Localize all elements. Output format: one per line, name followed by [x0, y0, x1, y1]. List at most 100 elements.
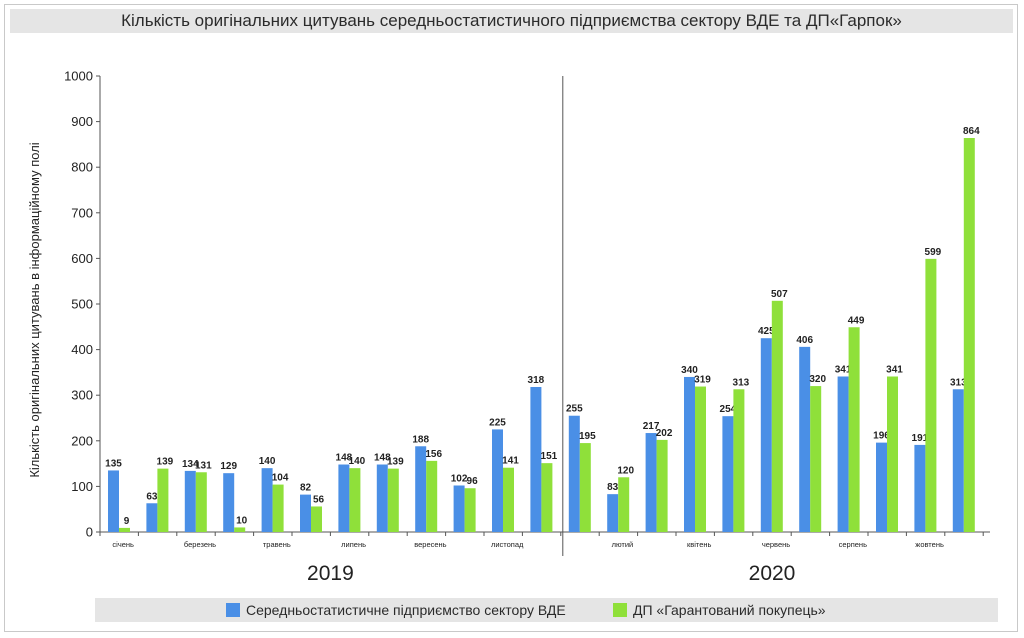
value-label-series-2: 507	[771, 289, 788, 300]
value-label-series-2: 9	[124, 516, 130, 527]
y-tick-label: 100	[71, 479, 93, 494]
legend-item-series-1: Середньостатистичне підприємство сектору…	[226, 598, 566, 622]
legend-swatch-series-2	[613, 603, 627, 617]
chart-frame	[4, 4, 1018, 632]
legend-swatch-series-1	[226, 603, 240, 617]
value-label-series-1: 318	[528, 375, 545, 386]
bar-series-2	[426, 460, 438, 532]
bar-series-1	[568, 415, 580, 532]
y-tick-label: 500	[71, 297, 93, 312]
chart-title: Кількість оригінальних цитувань середньо…	[121, 11, 902, 30]
value-label-series-2: 341	[886, 365, 903, 376]
value-label-series-2: 131	[195, 460, 212, 471]
bar-series-2	[157, 468, 169, 532]
value-label-series-1: 406	[796, 335, 813, 346]
bar-series-2	[541, 463, 553, 532]
bar-series-1	[760, 338, 772, 532]
value-label-series-1: 82	[300, 483, 312, 494]
legend-label-series-1: Середньостатистичне підприємство сектору…	[246, 602, 566, 618]
value-label-series-2: 195	[579, 431, 596, 442]
bar-series-2	[387, 468, 399, 532]
bar-series-1	[108, 470, 119, 532]
value-label-series-1: 191	[912, 433, 929, 444]
value-label-series-1: 255	[566, 404, 583, 415]
title-bar: Кількість оригінальних цитувань середньо…	[10, 9, 1013, 33]
bar-series-2	[272, 484, 284, 532]
bar-series-1	[184, 470, 196, 532]
x-category-label: вересень	[414, 540, 446, 549]
bar-series-2	[119, 527, 130, 532]
value-label-series-1: 148	[336, 453, 353, 464]
value-label-series-2: 10	[236, 515, 248, 526]
bar-series-2	[195, 472, 207, 532]
value-label-series-2: 864	[963, 126, 980, 137]
bar-series-1	[799, 346, 811, 532]
value-label-series-1: 135	[105, 458, 122, 469]
x-category-label: лютий	[612, 540, 634, 549]
bar-series-1	[338, 464, 350, 532]
value-label-series-1: 254	[720, 404, 737, 415]
bar-series-1	[722, 416, 734, 532]
y-tick-label: 300	[71, 388, 93, 403]
bar-series-1	[376, 464, 388, 532]
value-label-series-2: 96	[467, 476, 479, 487]
y-tick-label: 0	[86, 525, 93, 540]
y-tick-label: 800	[71, 160, 93, 175]
value-label-series-1: 217	[643, 421, 660, 432]
bar-series-1	[492, 429, 503, 532]
value-label-series-2: 139	[387, 457, 404, 468]
value-label-series-1: 148	[374, 453, 391, 464]
bar-series-2	[464, 488, 476, 532]
bar-series-2	[695, 386, 706, 532]
legend-item-series-2: ДП «Гарантований покупець»	[613, 598, 826, 622]
y-tick-label: 1000	[64, 69, 93, 84]
value-label-series-2: 202	[656, 428, 673, 439]
bar-series-1	[876, 442, 887, 532]
value-label-series-1: 140	[259, 456, 276, 467]
bar-series-1	[261, 468, 273, 532]
value-label-series-1: 225	[489, 417, 506, 428]
y-tick-label: 900	[71, 114, 93, 129]
bar-series-2	[963, 138, 975, 533]
x-category-label: листопад	[491, 540, 524, 549]
bar-series-2	[503, 467, 514, 532]
bar-series-1	[300, 494, 311, 532]
bar-series-2	[848, 327, 860, 532]
y-tick-label: 700	[71, 205, 93, 220]
legend: Середньостатистичне підприємство сектору…	[95, 598, 998, 622]
value-label-series-2: 139	[157, 457, 174, 468]
value-label-series-2: 120	[617, 465, 634, 476]
value-label-series-2: 151	[541, 451, 558, 462]
bar-series-1	[530, 386, 542, 532]
value-label-series-2: 313	[733, 377, 750, 388]
legend-label-series-2: ДП «Гарантований покупець»	[633, 602, 826, 618]
value-label-series-2: 141	[502, 456, 519, 467]
value-label-series-1: 129	[220, 461, 237, 472]
x-category-label: січень	[112, 540, 134, 549]
value-label-series-2: 599	[925, 247, 942, 258]
x-category-label: червень	[762, 540, 790, 549]
bar-series-1	[607, 494, 619, 532]
bar-series-2	[771, 300, 783, 532]
value-label-series-1: 340	[681, 365, 698, 376]
x-category-label: жовтень	[915, 540, 944, 549]
bar-series-1	[914, 444, 926, 532]
bar-series-1	[684, 376, 695, 532]
bar-series-1	[415, 446, 427, 532]
bar-series-2	[810, 386, 822, 532]
bar-series-1	[952, 389, 964, 532]
bar-series-2	[925, 258, 937, 532]
value-label-series-2: 320	[809, 374, 826, 385]
x-category-label: травень	[263, 540, 291, 549]
value-label-series-1: 134	[182, 459, 199, 470]
value-label-series-2: 140	[349, 456, 366, 467]
bar-series-2	[618, 477, 630, 532]
y-axis-title: Кількість оригінальних цитувань в інформ…	[27, 142, 42, 477]
bar-series-2	[733, 389, 745, 532]
value-label-series-1: 313	[950, 377, 967, 388]
x-category-label: липень	[341, 540, 366, 549]
value-label-series-1: 196	[873, 431, 890, 442]
value-label-series-1: 102	[451, 473, 468, 484]
bar-series-2	[887, 376, 898, 532]
